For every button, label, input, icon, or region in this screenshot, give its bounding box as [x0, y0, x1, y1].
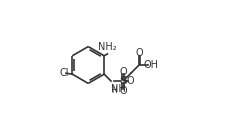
Text: OH: OH	[143, 60, 158, 70]
Text: NH₂: NH₂	[98, 42, 117, 52]
Text: O: O	[136, 49, 143, 58]
Text: NH: NH	[111, 84, 126, 94]
Text: O: O	[127, 76, 134, 86]
Text: H: H	[112, 86, 117, 95]
Text: S: S	[119, 76, 127, 86]
Text: O: O	[120, 86, 127, 96]
Text: O: O	[120, 67, 127, 77]
Text: Cl: Cl	[59, 68, 69, 78]
